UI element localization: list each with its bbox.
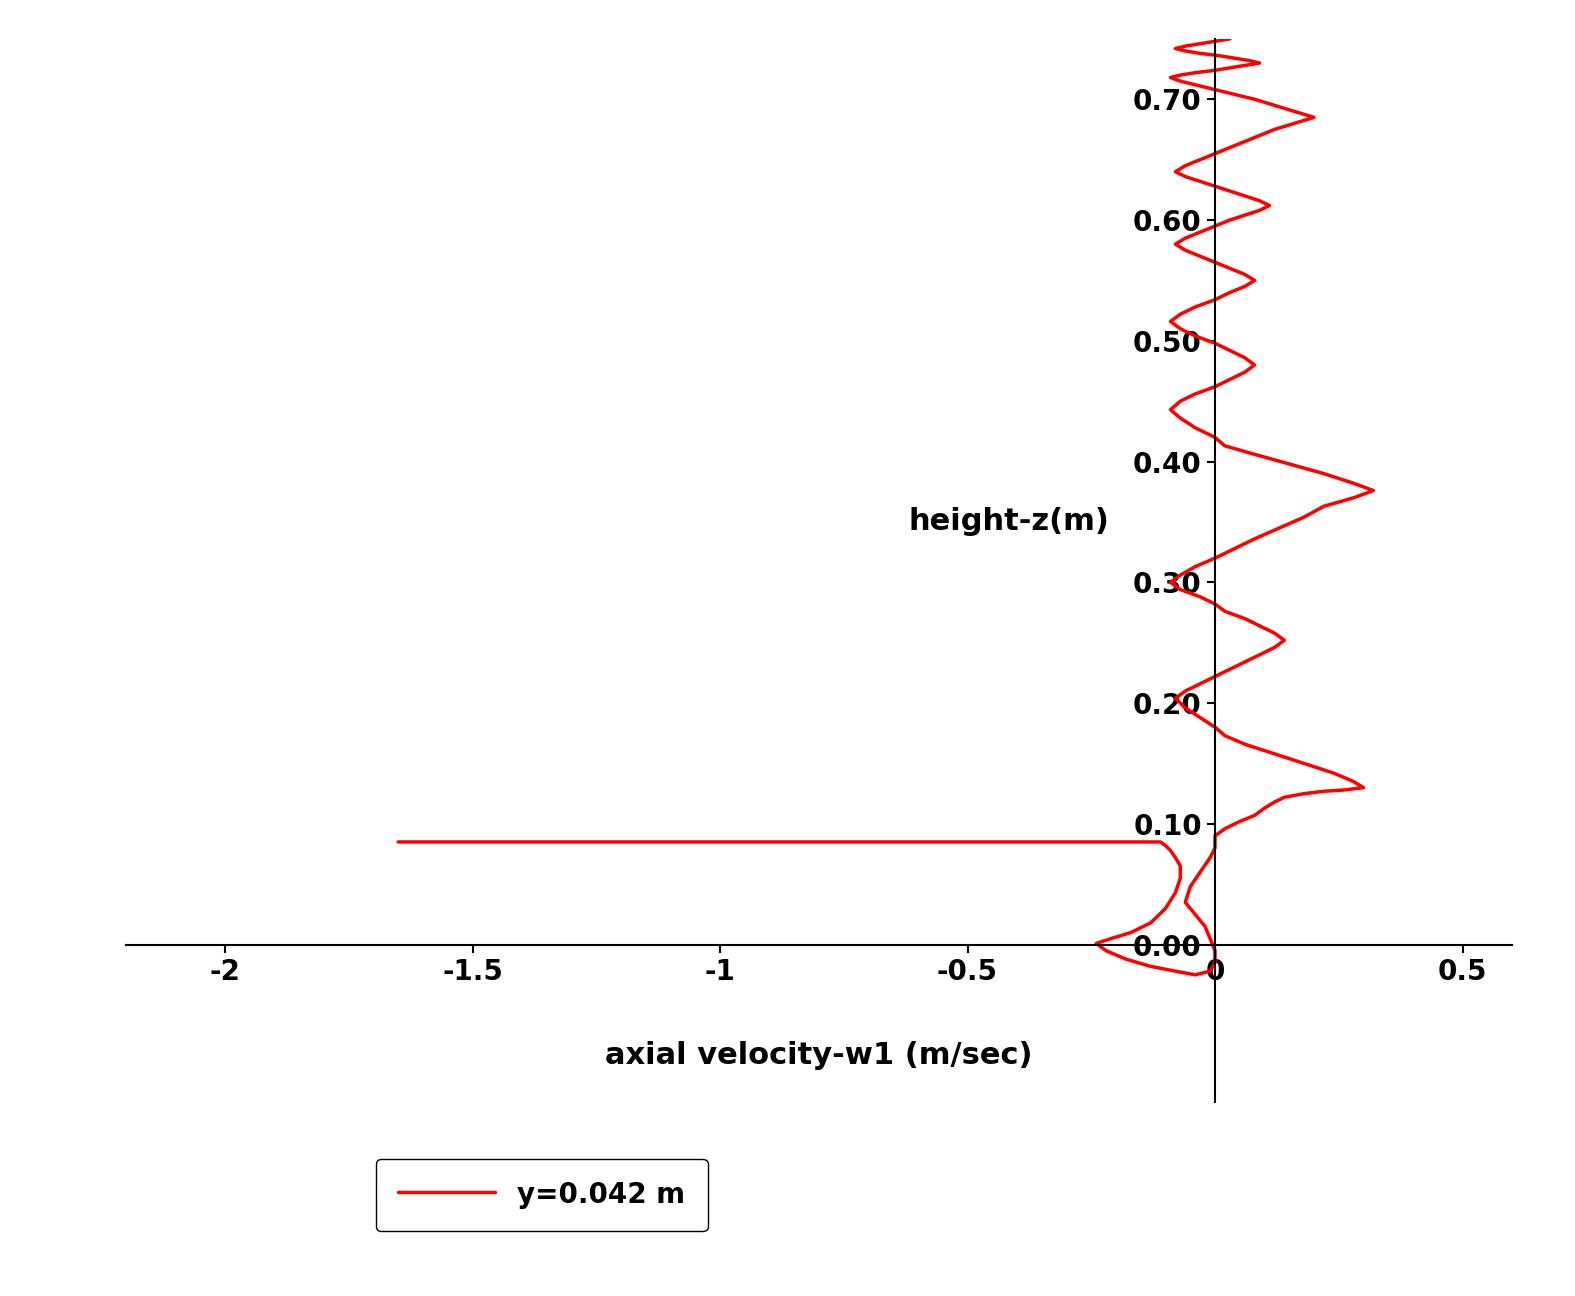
y=0.042 m: [1246, 531, 1265, 547]
y=0.042 m: [463, 835, 482, 850]
y=0.042 m: [389, 835, 408, 850]
y=0.042 m: [1186, 967, 1205, 982]
X-axis label: axial velocity-w1 (m/sec): axial velocity-w1 (m/sec): [605, 1042, 1033, 1070]
y=0.042 m: [1221, 31, 1240, 47]
y=0.042 m: [1235, 58, 1254, 74]
Legend: y=0.042 m: y=0.042 m: [376, 1159, 707, 1231]
Line: y=0.042 m: y=0.042 m: [398, 39, 1373, 975]
Text: height-z(m): height-z(m): [909, 508, 1109, 537]
y=0.042 m: [1117, 951, 1136, 967]
y=0.042 m: [1251, 128, 1269, 144]
y=0.042 m: [1235, 350, 1254, 365]
